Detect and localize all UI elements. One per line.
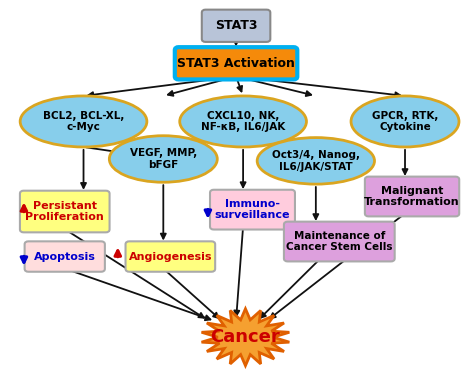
Text: Malignant
Transformation: Malignant Transformation bbox=[364, 186, 460, 207]
FancyBboxPatch shape bbox=[365, 177, 459, 216]
FancyBboxPatch shape bbox=[175, 47, 297, 79]
Text: Oct3/4, Nanog,
IL6/JAK/STAT: Oct3/4, Nanog, IL6/JAK/STAT bbox=[272, 150, 360, 172]
FancyBboxPatch shape bbox=[202, 10, 270, 42]
Text: GPCR, RTK,
Cytokine: GPCR, RTK, Cytokine bbox=[372, 111, 438, 132]
FancyBboxPatch shape bbox=[25, 241, 105, 272]
Text: Angiogenesis: Angiogenesis bbox=[128, 251, 212, 262]
Text: Cancer: Cancer bbox=[210, 328, 280, 346]
Text: CXCL10, NK,
NF-κB, IL6/JAK: CXCL10, NK, NF-κB, IL6/JAK bbox=[201, 111, 285, 132]
FancyBboxPatch shape bbox=[284, 222, 395, 262]
Text: Persistant
Proliferation: Persistant Proliferation bbox=[26, 201, 104, 222]
Text: VEGF, MMP,
bFGF: VEGF, MMP, bFGF bbox=[130, 148, 197, 170]
Text: Immuno-
surveillance: Immuno- surveillance bbox=[215, 199, 290, 220]
Text: Maintenance of
Cancer Stem Cells: Maintenance of Cancer Stem Cells bbox=[286, 231, 392, 253]
Ellipse shape bbox=[180, 96, 307, 147]
Text: STAT3 Activation: STAT3 Activation bbox=[177, 57, 295, 70]
FancyBboxPatch shape bbox=[210, 190, 295, 229]
Text: STAT3: STAT3 bbox=[215, 19, 257, 32]
Text: Apoptosis: Apoptosis bbox=[34, 251, 96, 262]
Ellipse shape bbox=[257, 138, 374, 184]
FancyBboxPatch shape bbox=[126, 241, 215, 272]
Polygon shape bbox=[201, 309, 289, 366]
FancyBboxPatch shape bbox=[20, 191, 109, 232]
Ellipse shape bbox=[20, 96, 147, 147]
Ellipse shape bbox=[351, 96, 459, 147]
Ellipse shape bbox=[109, 136, 217, 182]
Text: BCL2, BCL-XL,
c-Myc: BCL2, BCL-XL, c-Myc bbox=[43, 111, 124, 132]
